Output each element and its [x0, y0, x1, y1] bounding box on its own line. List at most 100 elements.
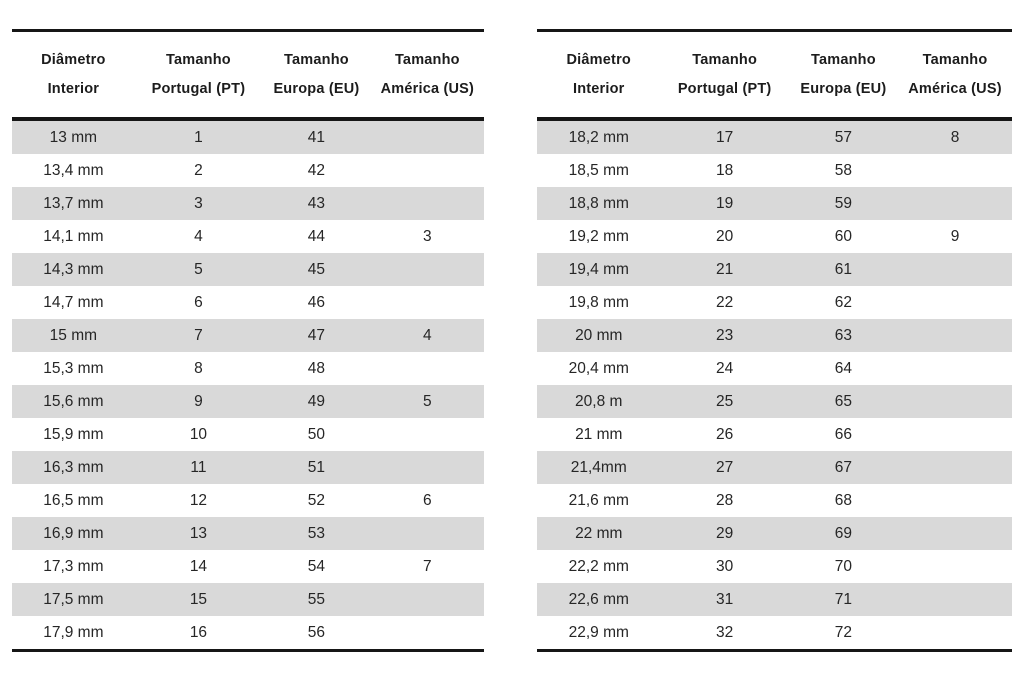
table-cell: 15,9 mm: [43, 425, 104, 443]
table-cell: [898, 484, 1012, 517]
column-header-line1: Diâmetro: [566, 52, 631, 68]
table-cell: 14,3 mm: [43, 260, 104, 278]
table-cell: 30: [716, 557, 734, 575]
table-cell: 25: [716, 392, 734, 410]
table-row: 14,1 mm 4 44 3: [12, 220, 484, 253]
table-cell: 5: [423, 392, 432, 410]
table-cell: 66: [834, 425, 852, 443]
table-cell: 69: [834, 524, 852, 542]
table-cell: 29: [716, 524, 734, 542]
table-cell: 1: [194, 128, 203, 146]
table-cell: 15 mm: [49, 326, 98, 344]
column-header-line1: Diâmetro: [41, 52, 106, 68]
table-header-row: Diâmetro Interior Tamanho Portugal (PT) Tama…: [537, 30, 1012, 121]
table-row: 15,3 mm 8 48: [12, 352, 484, 385]
table-cell: 19: [716, 194, 734, 212]
header-row: Diâmetro Interior Tamanho Portugal (PT) Tama…: [12, 30, 484, 121]
table-cell: 64: [834, 359, 852, 377]
table-cell: 22,9 mm: [568, 623, 629, 641]
table-cell: 44: [307, 227, 326, 245]
column-header: Tamanho Europa (EU): [788, 30, 898, 121]
column-header-line1: Tamanho: [284, 52, 349, 68]
table-cell: [898, 286, 1012, 319]
column-header: Tamanho Portugal (PT): [134, 30, 263, 121]
table-cell: [898, 418, 1012, 451]
ring-size-conversion-table-left: Diâmetro Interior Tamanho Portugal (PT) Tama…: [12, 29, 484, 652]
table-row: 17,9 mm 16 56: [12, 616, 484, 651]
column-header: Diâmetro Interior: [12, 30, 135, 121]
table-row: 18,2 mm 17 57 8: [537, 119, 1012, 154]
table-cell: 14,1 mm: [43, 227, 104, 245]
table-row: 16,3 mm 11 51: [12, 451, 484, 484]
table-cell: 16,3 mm: [43, 458, 104, 476]
table-cell: [898, 352, 1012, 385]
table-cell: 11: [190, 458, 207, 476]
table-cell: 8: [194, 359, 203, 377]
table-cell: 13: [189, 524, 208, 542]
table-cell: 15,6 mm: [43, 392, 104, 410]
table-cell: [898, 253, 1012, 286]
column-header-line2: Portugal (PT): [677, 81, 772, 97]
table-cell: 7: [423, 557, 432, 575]
table-cell: 51: [307, 458, 326, 476]
table-cell: 7: [194, 326, 203, 344]
column-header-line1: Tamanho: [692, 52, 758, 68]
table-cell: 31: [716, 590, 734, 608]
table-row: 21 mm 26 66: [537, 418, 1012, 451]
table-cell: 19,8 mm: [568, 293, 629, 311]
table-cell: 13,4 mm: [43, 161, 104, 179]
column-header-line1: Tamanho: [810, 52, 876, 68]
table-cell: 50: [307, 425, 326, 443]
column-header: Tamanho Europa (EU): [262, 30, 371, 121]
table-cell: 22,2 mm: [568, 557, 629, 575]
table-cell: 3: [194, 194, 203, 212]
column-header-line1: Tamanho: [394, 52, 460, 68]
table-cell: 9: [194, 392, 203, 410]
table-body: 18,2 mm 17 57 8 18,5 mm 18 58 18,8 mm 19 59 19,2 m…: [537, 119, 1012, 651]
table-cell: 20: [716, 227, 734, 245]
table-cell: [371, 154, 484, 187]
ring-size-table-left: Diâmetro Interior Tamanho Portugal (PT) Tama…: [12, 29, 484, 652]
table-cell: 53: [307, 524, 326, 542]
table-cell: 23: [716, 326, 734, 344]
table-cell: [898, 187, 1012, 220]
ring-size-table-right: Diâmetro Interior Tamanho Portugal (PT) Tama…: [537, 29, 1012, 652]
column-header: Tamanho Portugal (PT): [660, 30, 789, 121]
column-header-line2: Portugal (PT): [151, 81, 246, 97]
table-cell: 54: [307, 557, 326, 575]
table-cell: 10: [189, 425, 208, 443]
table-cell: 14: [189, 557, 208, 575]
table-cell: 21,4mm: [570, 458, 627, 476]
table-row: 15 mm 7 47 4: [12, 319, 484, 352]
table-cell: 2: [194, 161, 203, 179]
table-cell: 12: [189, 491, 208, 509]
table-row: 17,5 mm 15 55: [12, 583, 484, 616]
table-row: 16,9 mm 13 53: [12, 517, 484, 550]
column-header-line2: Interior: [572, 81, 625, 97]
table-cell: 45: [307, 260, 326, 278]
column-header-line1: Tamanho: [166, 52, 231, 68]
table-cell: 22: [716, 293, 734, 311]
table-cell: [371, 583, 484, 616]
table-cell: 41: [307, 128, 326, 146]
table-cell: 9: [950, 227, 960, 245]
table-cell: 61: [834, 260, 852, 278]
table-cell: 20 mm: [575, 326, 623, 344]
table-cell: 18: [716, 161, 734, 179]
table-cell: [371, 517, 484, 550]
column-header-line2: Europa (EU): [800, 81, 887, 97]
table-cell: 14,7 mm: [43, 293, 104, 311]
table-row: 14,3 mm 5 45: [12, 253, 484, 286]
table-cell: 22 mm: [575, 524, 623, 542]
table-cell: [371, 187, 484, 220]
table-cell: 6: [194, 293, 203, 311]
table-cell: 16: [189, 623, 208, 641]
table-cell: [898, 616, 1012, 651]
table-row: 13,7 mm 3 43: [12, 187, 484, 220]
table-cell: [898, 517, 1012, 550]
table-cell: 19,2 mm: [568, 227, 629, 245]
table-row: 22 mm 29 69: [537, 517, 1012, 550]
table-row: 13 mm 1 41: [12, 119, 484, 154]
table-cell: 16,9 mm: [43, 524, 104, 542]
table-cell: 59: [834, 194, 852, 212]
